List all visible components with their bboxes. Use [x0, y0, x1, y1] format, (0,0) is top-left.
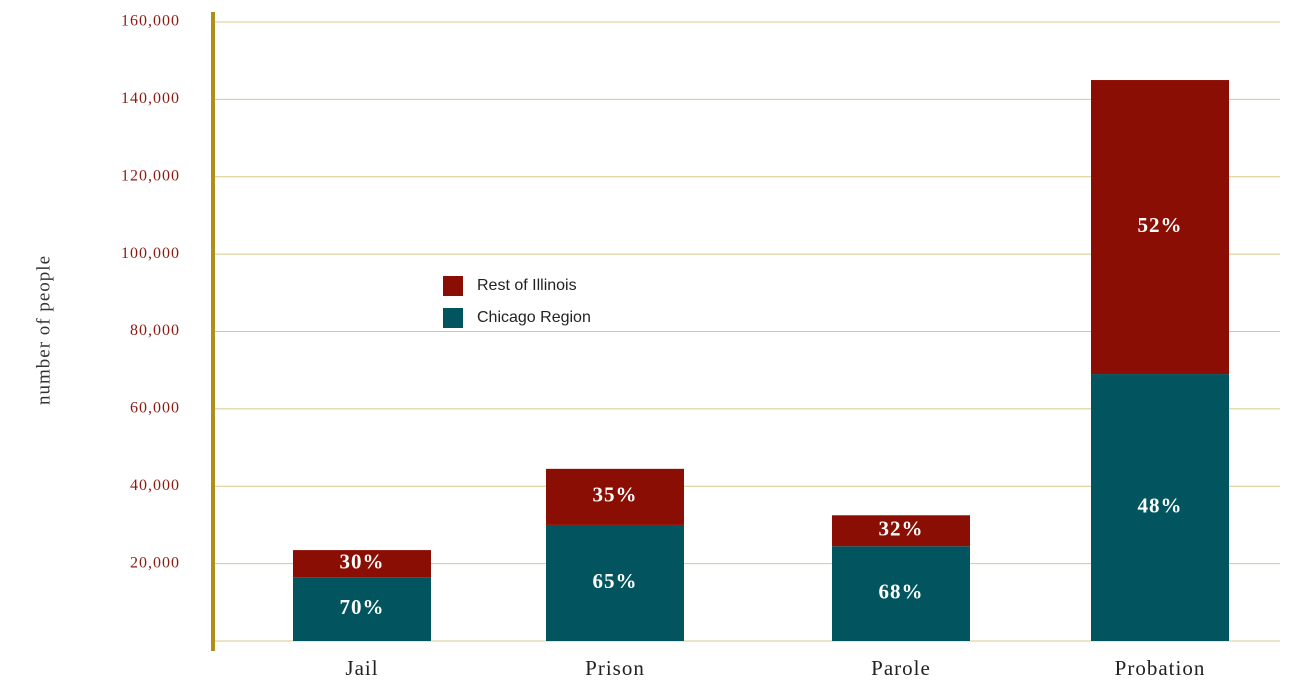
- x-tick-label: Jail: [345, 656, 378, 680]
- value-label: 32%: [879, 517, 924, 541]
- bar-segment: [1091, 374, 1229, 641]
- value-label: 35%: [593, 483, 638, 507]
- bar-segment: [546, 524, 684, 641]
- y-tick-label: 100,000: [121, 245, 180, 262]
- bar-segment: [293, 577, 431, 641]
- value-label: 68%: [879, 579, 924, 603]
- y-axis-label: number of people: [33, 255, 54, 405]
- x-tick-label: Parole: [871, 656, 931, 680]
- y-tick-label: 120,000: [121, 167, 180, 184]
- value-label: 30%: [340, 549, 385, 573]
- y-tick-label: 20,000: [130, 554, 180, 571]
- bar-segment: [832, 515, 970, 547]
- legend-swatch: [443, 308, 463, 328]
- y-tick-label: 60,000: [130, 400, 180, 417]
- legend-label: Rest of Illinois: [477, 277, 577, 294]
- x-tick-label: Prison: [585, 656, 645, 680]
- legend-swatch: [443, 276, 463, 296]
- value-label: 52%: [1138, 213, 1183, 237]
- bar-segment: [1091, 80, 1229, 375]
- legend-label: Chicago Region: [477, 309, 591, 326]
- value-label: 70%: [340, 595, 385, 619]
- x-tick-label: Probation: [1115, 656, 1206, 680]
- y-tick-label: 160,000: [121, 13, 180, 30]
- value-label: 65%: [593, 569, 638, 593]
- value-label: 48%: [1138, 493, 1183, 517]
- y-tick-label: 140,000: [121, 90, 180, 107]
- y-tick-label: 40,000: [130, 477, 180, 494]
- bar-segment: [832, 546, 970, 641]
- y-tick-label: 80,000: [130, 322, 180, 339]
- bar-segment: [546, 468, 684, 525]
- bar-segment: [293, 550, 431, 578]
